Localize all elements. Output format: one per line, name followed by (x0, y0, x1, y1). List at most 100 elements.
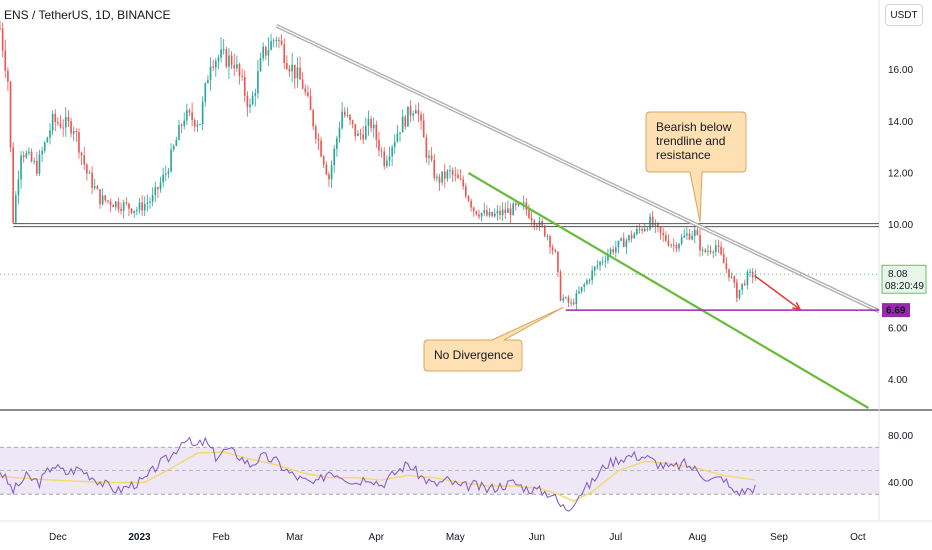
candle-body (130, 208, 133, 213)
candle-body (233, 65, 236, 69)
candle-body (238, 64, 241, 76)
candle-body (259, 58, 262, 72)
time-tick-label: Jun (529, 532, 545, 543)
candle-body (604, 260, 607, 262)
candle-body (4, 50, 7, 71)
candle-body (101, 195, 104, 205)
candle-body (117, 201, 120, 209)
candle-body (349, 115, 351, 121)
candle-body (414, 110, 417, 114)
candle-body (114, 201, 117, 208)
candle-body (412, 113, 414, 116)
candle-body (643, 228, 646, 231)
candle-body (351, 120, 354, 125)
candle-body (278, 39, 280, 41)
candle-body (636, 228, 638, 235)
candle-body (149, 201, 151, 203)
candle-body (9, 81, 12, 148)
candle-body (657, 222, 659, 228)
candle-body (330, 165, 333, 180)
candle-body (436, 176, 438, 179)
candle-body (688, 233, 691, 240)
candle-body (296, 67, 299, 79)
candle-body (557, 251, 559, 272)
candle-body (754, 274, 757, 278)
candle-body (283, 44, 286, 64)
candle-body (288, 68, 291, 72)
candle-body (309, 96, 312, 111)
candle-body (615, 247, 617, 253)
callout-box (645, 111, 747, 223)
candle-body (43, 142, 46, 151)
candle-body (417, 110, 420, 115)
candle-body (254, 93, 257, 96)
candle-body (451, 170, 454, 175)
candle-body (593, 266, 596, 271)
candle-body (686, 233, 688, 236)
candle-body (78, 132, 80, 153)
candle-body (346, 115, 349, 117)
candle-body (588, 280, 591, 282)
candle-body (301, 79, 304, 89)
candle-body (420, 114, 422, 121)
candle-body (678, 243, 680, 249)
candle-body (580, 286, 583, 292)
candle-body (341, 111, 343, 129)
candle-body (275, 39, 278, 41)
candle-body (354, 124, 357, 136)
candle-body (280, 40, 283, 45)
candle-body (383, 151, 386, 166)
time-tick-label: Oct (850, 532, 866, 543)
candle-body (328, 174, 330, 180)
candle-body (746, 271, 749, 285)
candle-body (162, 174, 164, 183)
candle-body (699, 235, 701, 251)
candle-body (362, 134, 364, 140)
candle-body (625, 240, 628, 248)
candle-body (720, 246, 722, 255)
candle-body (333, 148, 336, 166)
candle-body (638, 228, 641, 230)
candle-body (262, 46, 264, 59)
candle-body (486, 210, 488, 216)
candle-body (665, 235, 667, 241)
candle-body (554, 250, 557, 252)
candle-body (357, 133, 359, 136)
candle-body (696, 229, 699, 236)
candle-body (501, 209, 504, 216)
candle-body (533, 220, 536, 226)
candle-body (465, 186, 467, 197)
candle-body (517, 202, 520, 206)
rsi-tick-label: 40.00 (888, 478, 913, 489)
candle-body (562, 298, 565, 301)
candle-body (401, 116, 404, 133)
candle-body (512, 203, 515, 216)
candle-body (372, 124, 375, 129)
price-tick-label: 6.00 (888, 323, 908, 334)
countdown-label: 08:20:49 (885, 281, 924, 292)
candle-body (286, 63, 288, 69)
candle-body (54, 113, 57, 123)
candle-body (530, 217, 533, 221)
candle-body (467, 196, 470, 201)
candle-body (41, 150, 43, 155)
candle-body (438, 176, 441, 183)
candle-body (388, 156, 391, 161)
candle-body (214, 60, 217, 68)
candles-layer (0, 20, 757, 310)
currency-button[interactable]: USDT (885, 4, 923, 26)
candle-body (704, 249, 707, 252)
callout-text: trendline and (656, 134, 725, 148)
time-tick-label: Dec (49, 532, 67, 543)
candle-body (725, 263, 728, 269)
candle-body (459, 178, 462, 180)
candle-body (433, 159, 436, 179)
green-trendline (467, 172, 870, 409)
candle-body (249, 104, 251, 108)
candle-body (246, 95, 249, 108)
candle-body (186, 110, 188, 121)
candle-body (596, 265, 599, 267)
candle-body (267, 49, 270, 56)
